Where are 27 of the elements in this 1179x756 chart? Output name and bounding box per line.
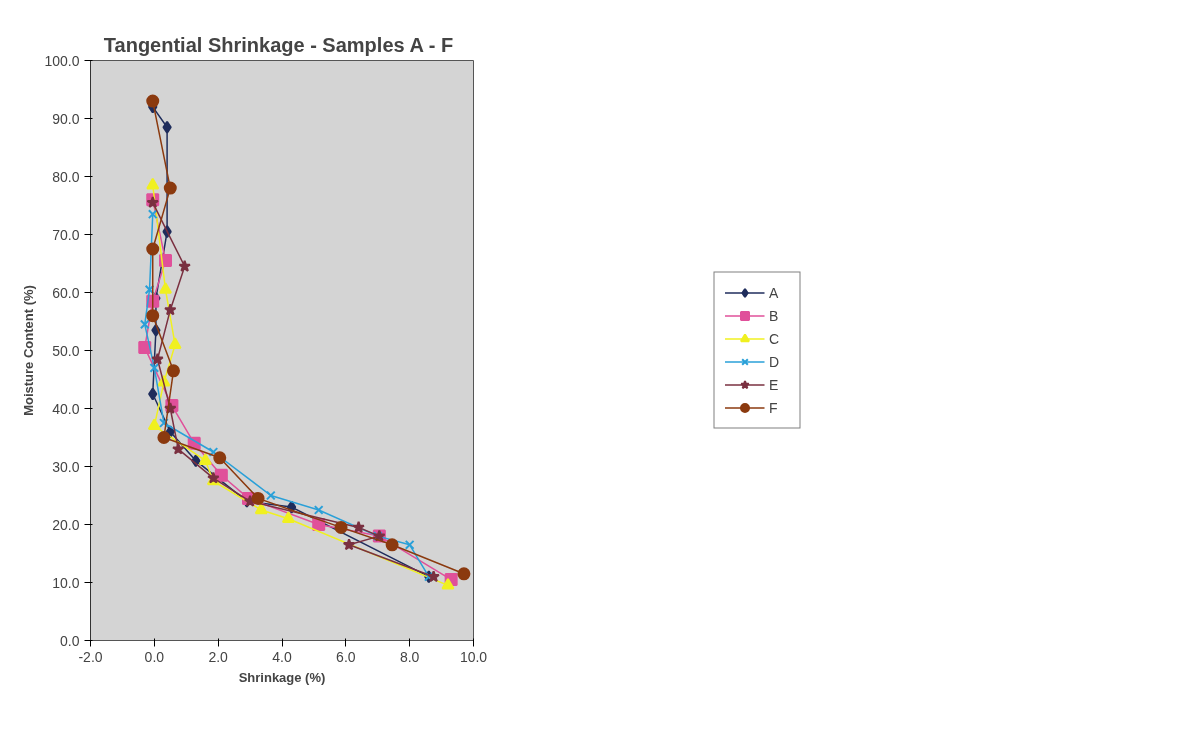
x-tick-label: 4.0 — [272, 648, 292, 665]
x-tick-label: 10.0 — [459, 648, 488, 665]
y-axis-title: Moisture Content (%) — [21, 285, 37, 416]
chart-title: Tangential Shrinkage - Samples A - F — [103, 33, 454, 56]
y-tick-label: 40.0 — [52, 400, 80, 417]
x-tick-label: 0.0 — [144, 648, 165, 665]
x-axis-title: Shrinkage (%) — [238, 669, 326, 685]
y-tick-label: 50.0 — [52, 342, 80, 359]
y-tick-label: 80.0 — [52, 168, 80, 185]
legend-label: F — [769, 399, 779, 416]
y-tick-label: 10.0 — [52, 574, 80, 591]
y-tick-label: 30.0 — [52, 458, 80, 475]
y-tick-label: 60.0 — [52, 284, 80, 301]
y-tick-label: 70.0 — [52, 226, 80, 243]
y-tick-label: 20.0 — [52, 516, 80, 533]
y-tick-label: 0.0 — [60, 632, 80, 649]
x-tick-label: 2.0 — [208, 648, 229, 665]
legend-label: B — [769, 307, 780, 324]
legend-label: A — [769, 284, 780, 301]
x-tick-label: 8.0 — [399, 648, 420, 665]
x-tick-label: -2.0 — [78, 648, 103, 665]
y-tick-label: 100.0 — [44, 52, 80, 69]
y-tick-label: 90.0 — [52, 110, 80, 127]
x-tick-label: 6.0 — [336, 648, 356, 665]
legend-label: C — [769, 330, 781, 347]
legend-label: E — [769, 376, 780, 393]
legend-label: D — [769, 353, 781, 370]
